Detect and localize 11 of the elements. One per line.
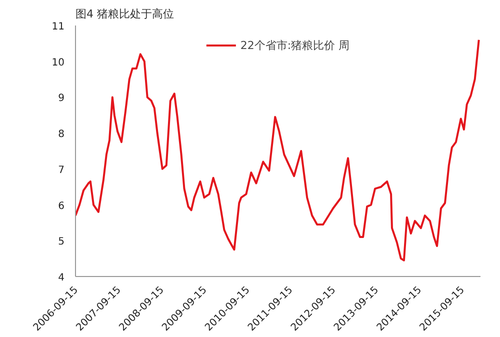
y-tick-label: 4 <box>58 272 65 284</box>
y-tick-label: 8 <box>58 129 65 140</box>
y-tick-label: 5 <box>58 236 65 248</box>
y-tick-label: 6 <box>58 200 65 212</box>
y-tick-label: 10 <box>52 57 65 68</box>
y-tick-label: 9 <box>58 93 65 104</box>
y-tick-label: 7 <box>58 164 65 176</box>
legend-label: 22个省市:猪粮比价 周 <box>240 38 350 52</box>
y-tick-label: 11 <box>52 22 65 32</box>
line-series <box>76 38 480 262</box>
chart-title: 图4 猪粮比处于高位 <box>76 8 174 20</box>
